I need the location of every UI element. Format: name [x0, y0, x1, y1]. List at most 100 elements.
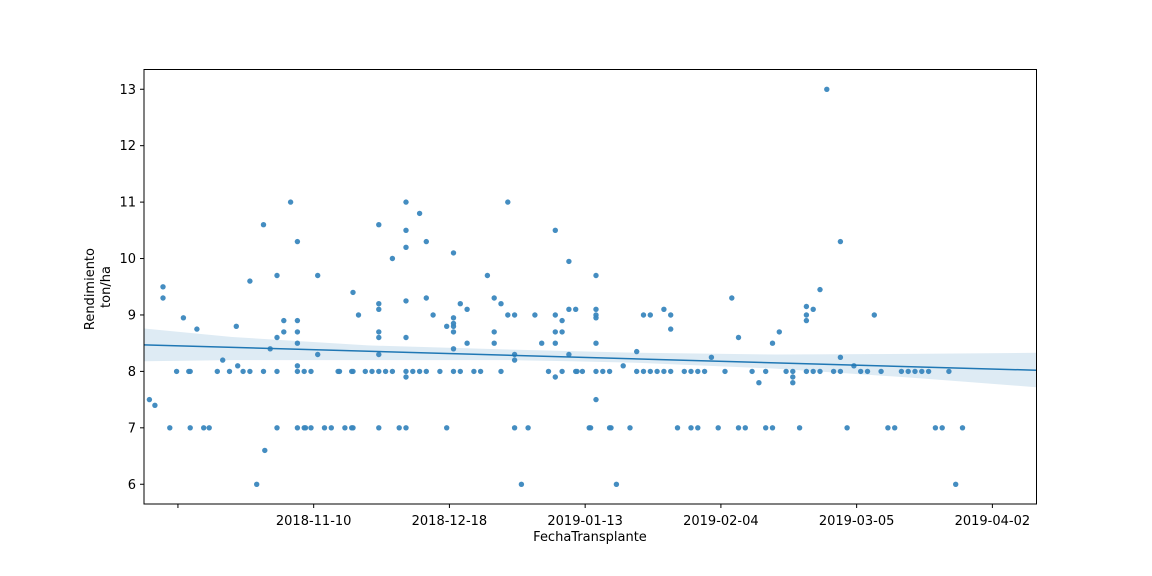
- data-point: [167, 425, 173, 431]
- data-point: [593, 306, 599, 312]
- data-point: [247, 368, 253, 375]
- data-point: [776, 329, 782, 335]
- regression-line-layer: [143, 344, 1037, 372]
- data-point: [247, 278, 253, 284]
- data-point: [281, 329, 287, 335]
- data-point: [681, 368, 687, 375]
- regression-line: [143, 344, 1037, 372]
- data-point: [376, 351, 382, 358]
- data-point: [362, 368, 368, 375]
- data-point: [505, 199, 511, 205]
- data-point: [735, 425, 742, 431]
- data-point: [444, 323, 450, 329]
- data-point: [274, 368, 280, 375]
- data-point: [715, 425, 721, 431]
- data-point: [274, 334, 280, 341]
- data-point: [837, 238, 844, 245]
- data-point: [396, 425, 402, 431]
- data-point: [254, 481, 260, 487]
- data-point: [294, 368, 301, 375]
- y-tick-label: 9: [128, 308, 136, 323]
- data-point: [552, 340, 558, 346]
- data-point: [566, 258, 572, 265]
- data-point: [274, 272, 280, 279]
- data-point: [369, 368, 375, 375]
- y-axis-label-line2: ton/ha: [99, 266, 114, 308]
- data-point: [674, 425, 681, 431]
- data-point: [450, 346, 457, 352]
- data-point: [457, 301, 463, 307]
- data-point: [844, 425, 850, 431]
- y-axis-label: Rendimiento ton/ha: [83, 244, 114, 330]
- y-tick-label: 11: [119, 196, 136, 211]
- data-point: [146, 396, 153, 403]
- data-point: [701, 368, 708, 375]
- data-point: [484, 272, 491, 279]
- x-tick-label: 2018-12-18: [412, 514, 488, 529]
- data-point: [450, 329, 457, 335]
- data-point: [376, 222, 382, 228]
- data-point: [235, 363, 241, 369]
- data-point: [220, 357, 226, 363]
- data-point: [763, 425, 769, 431]
- data-point: [308, 425, 314, 431]
- data-point: [416, 210, 423, 217]
- data-point: [226, 368, 233, 375]
- data-point: [477, 368, 484, 375]
- data-point: [450, 315, 457, 321]
- data-point: [573, 306, 579, 312]
- data-point: [688, 425, 694, 431]
- data-point: [201, 425, 207, 431]
- data-point: [328, 425, 334, 431]
- data-point: [763, 368, 769, 375]
- plot-frame: [143, 69, 1037, 505]
- data-point: [315, 272, 321, 279]
- data-point: [350, 289, 356, 296]
- data-point: [457, 368, 463, 375]
- data-point: [160, 295, 166, 301]
- y-axis-label-line1: Rendimiento: [83, 248, 98, 330]
- data-point: [301, 368, 307, 375]
- data-point: [783, 368, 789, 375]
- data-point: [187, 425, 193, 431]
- data-point: [464, 340, 470, 346]
- data-point: [287, 199, 294, 205]
- data-point: [471, 368, 477, 375]
- data-point: [423, 238, 429, 245]
- data-point: [742, 425, 748, 431]
- data-point: [403, 425, 409, 431]
- data-point: [260, 222, 267, 228]
- data-point: [350, 368, 356, 375]
- data-point: [729, 295, 735, 301]
- data-point: [640, 368, 647, 375]
- data-point: [892, 425, 898, 431]
- data-point: [450, 323, 457, 329]
- data-point: [376, 368, 382, 375]
- data-point: [566, 306, 572, 312]
- data-point: [382, 368, 389, 375]
- data-point: [600, 368, 606, 375]
- data-point: [152, 402, 158, 408]
- data-point: [498, 301, 504, 307]
- data-point: [593, 368, 599, 375]
- data-point: [790, 380, 796, 386]
- data-point: [593, 340, 599, 346]
- data-point: [160, 284, 166, 290]
- data-point: [260, 368, 267, 375]
- data-point: [274, 425, 280, 431]
- data-point: [647, 368, 653, 375]
- data-point: [294, 317, 301, 324]
- data-point: [824, 86, 830, 93]
- data-point: [505, 312, 511, 318]
- data-point: [878, 368, 884, 375]
- data-point: [959, 425, 966, 431]
- data-point: [946, 368, 952, 375]
- x-tick-label: 2019-04-02: [955, 514, 1031, 529]
- data-point: [566, 351, 572, 358]
- y-tick-label: 8: [128, 365, 136, 380]
- data-point: [423, 368, 429, 375]
- data-point: [587, 425, 594, 431]
- data-point: [389, 255, 396, 262]
- data-point: [640, 312, 647, 318]
- data-point: [912, 368, 918, 375]
